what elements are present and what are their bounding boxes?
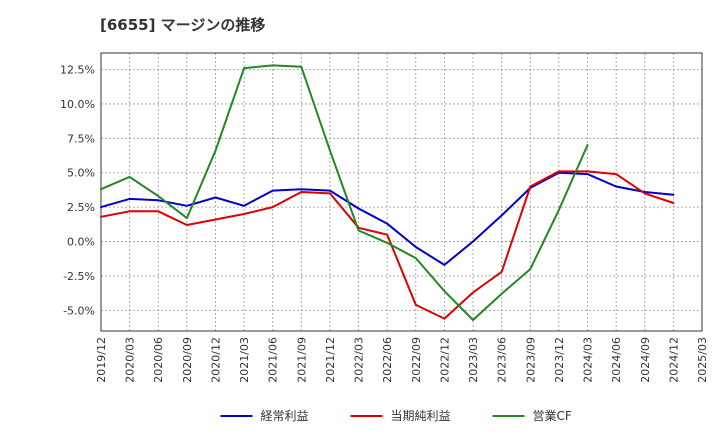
- plot-frame: [100, 52, 703, 332]
- x-tick-label: 2020/09: [181, 337, 194, 383]
- y-tick-label: -2.5%: [63, 270, 95, 283]
- plot-border: [100, 52, 703, 332]
- x-axis-tick-labels: 2019/12 2020/03 2020/06 2020/09 2020/12 2021/…: [95, 337, 709, 383]
- y-tick-label: 0.0%: [67, 236, 95, 249]
- x-tick-label: 2024/12: [667, 337, 680, 383]
- x-tick-label: 2020/03: [124, 337, 137, 383]
- legend-label: 当期純利益: [391, 409, 451, 423]
- x-tick-label: 2022/12: [438, 337, 451, 383]
- chart-title: [6655] マージンの推移: [100, 16, 266, 34]
- grid-lines: [100, 53, 703, 331]
- x-tick-label: 2021/06: [267, 337, 280, 383]
- y-tick-label: -5.0%: [63, 304, 95, 317]
- x-tick-label: 2024/03: [582, 337, 595, 383]
- legend: 経常利益 当期純利益 営業CF: [220, 409, 572, 423]
- y-tick-label: 7.5%: [67, 132, 95, 145]
- x-tick-label: 2020/06: [152, 337, 165, 383]
- y-tick-label: 2.5%: [67, 201, 95, 214]
- x-tick-label: 2021/03: [238, 337, 251, 383]
- x-tick-label: 2024/06: [610, 337, 623, 383]
- legend-label: 経常利益: [261, 409, 309, 423]
- x-tick-label: 2021/09: [295, 337, 308, 383]
- x-tick-label: 2022/06: [381, 337, 394, 383]
- x-tick-label: 2022/03: [353, 337, 366, 383]
- x-tick-label: 2023/06: [496, 337, 509, 383]
- series-line-2: [100, 170, 675, 320]
- series-line-1: [100, 171, 675, 266]
- legend-label: 営業CF: [533, 409, 572, 423]
- y-tick-label: 5.0%: [67, 167, 95, 180]
- x-tick-label: 2025/03: [696, 337, 709, 383]
- series-line-3: [100, 64, 589, 321]
- x-tick-label: 2021/12: [324, 337, 337, 383]
- y-tick-label: 10.0%: [60, 98, 95, 111]
- x-tick-label: 2020/12: [209, 337, 222, 383]
- y-axis-tick-labels: 12.5% 10.0% 7.5% 5.0% 2.5% 0.0% -2.5% -5.0%: [60, 64, 95, 318]
- x-tick-label: 2024/09: [639, 337, 652, 383]
- x-tick-label: 2023/09: [524, 337, 537, 383]
- x-tick-label: 2019/12: [95, 337, 108, 383]
- x-tick-label: 2023/12: [553, 337, 566, 383]
- x-tick-label: 2023/03: [467, 337, 480, 383]
- y-tick-label: 12.5%: [60, 64, 95, 77]
- x-tick-label: 2022/09: [410, 337, 423, 383]
- series-lines: [100, 64, 675, 321]
